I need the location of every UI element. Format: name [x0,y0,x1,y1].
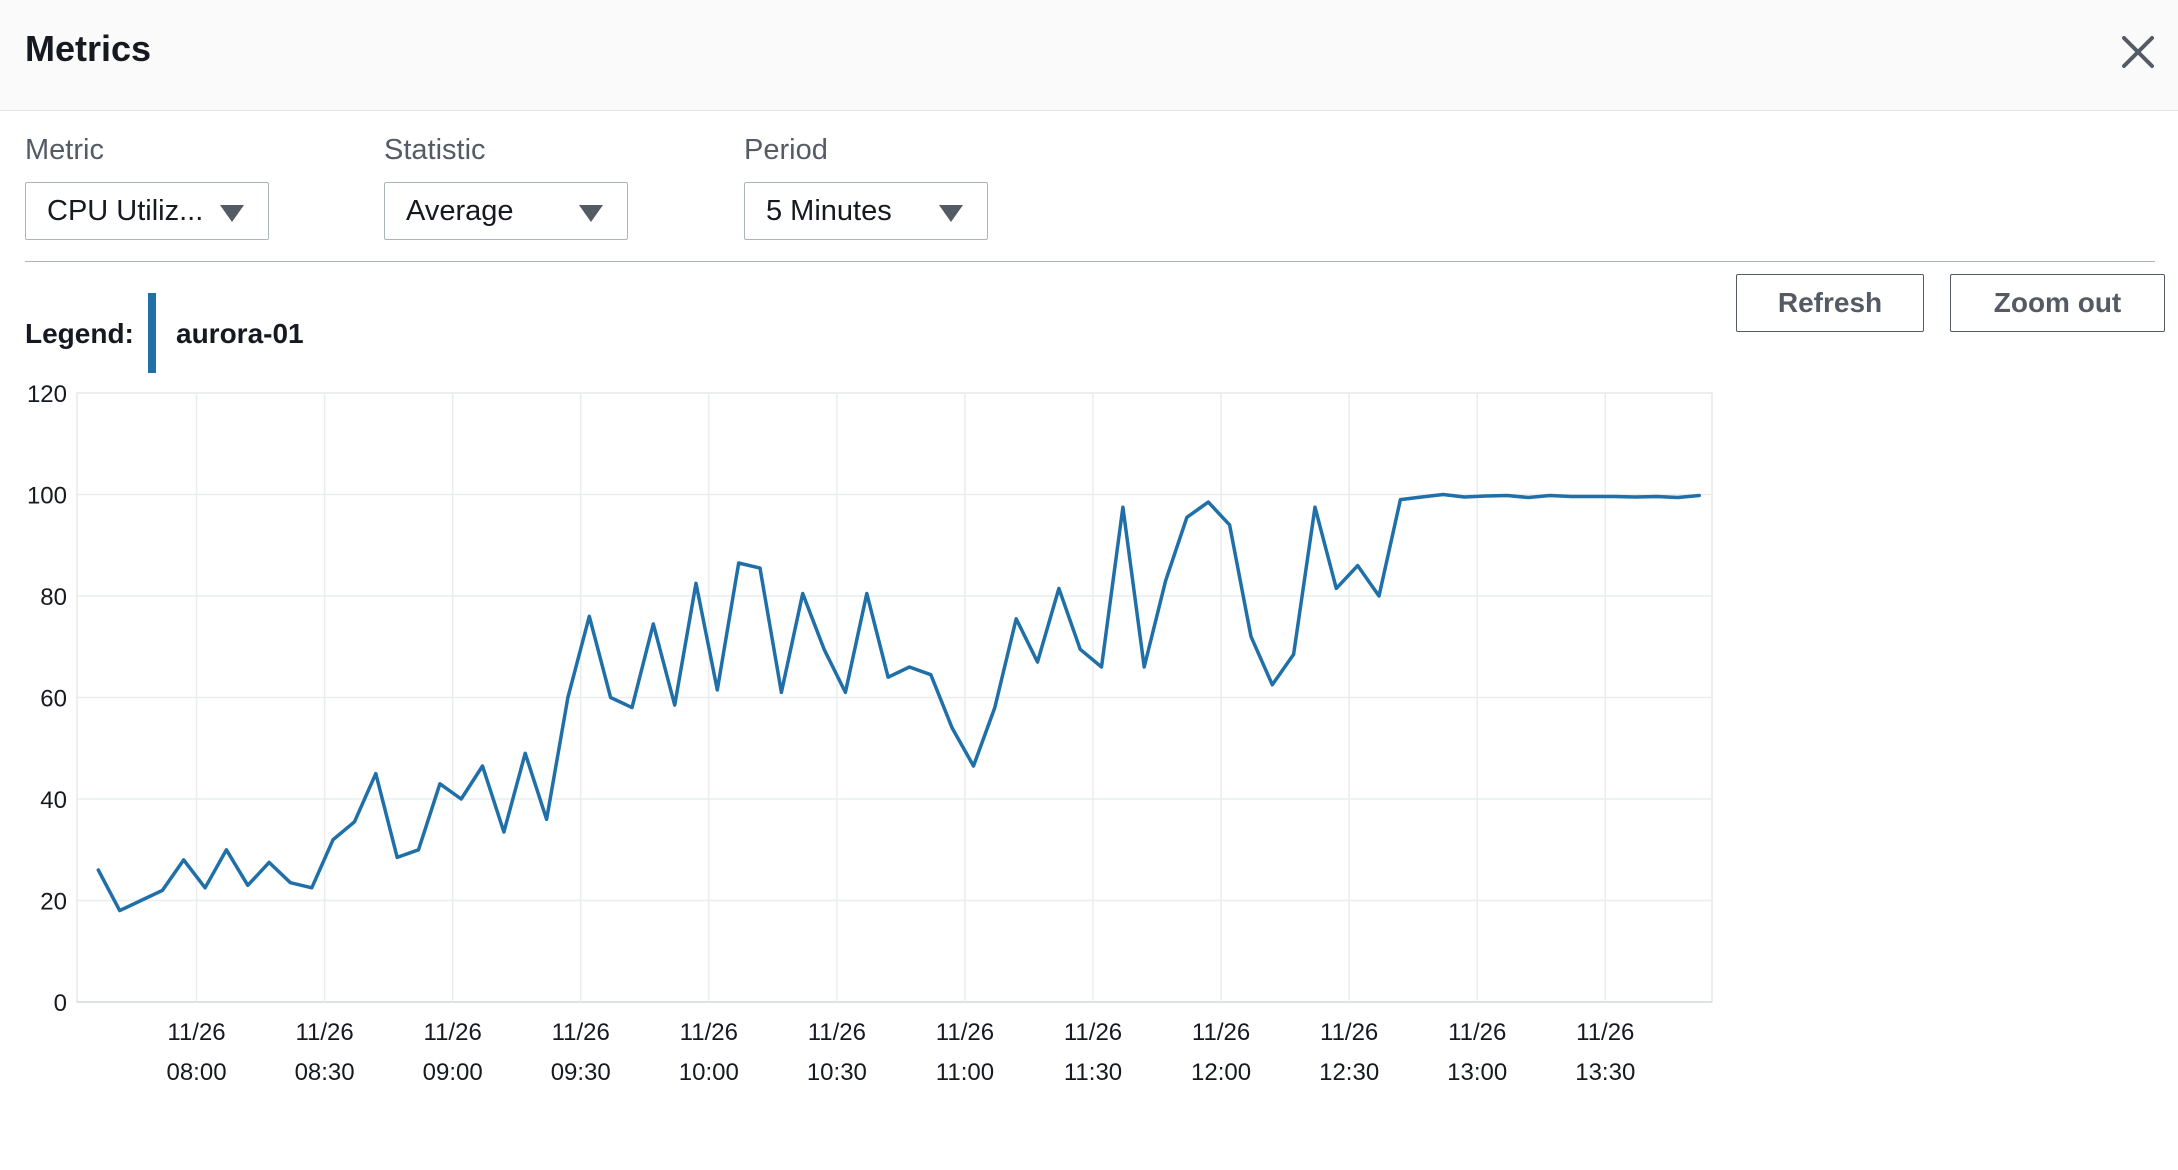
x-tick-label-date: 11/26 [1064,1019,1122,1046]
y-tick-label: 120 [27,381,67,408]
caret-down-icon [579,205,603,222]
legend-series-name: aurora-01 [176,318,304,349]
x-tick-label-date: 11/26 [295,1019,353,1046]
x-tick-label-time: 11:30 [1064,1059,1122,1086]
period-label: Period [744,134,828,166]
metric-label: Metric [25,134,104,166]
caret-down-icon [939,205,963,222]
cpu-line-chart[interactable]: 0 20 40 60 80 100 120 11/26 08:00 11/26 08:30 11/26… [0,370,1740,1100]
x-tick-label-time: 08:00 [166,1059,226,1086]
x-tick-label-time: 12:30 [1319,1059,1379,1086]
zoom-out-button[interactable]: Zoom out [1950,274,2165,332]
metric-select[interactable]: CPU Utiliz... [25,182,269,240]
y-tick-label: 0 [54,990,67,1017]
series-line-aurora-01 [96,492,1701,913]
statistic-select-value: Average [406,195,514,227]
close-icon[interactable] [2116,30,2160,74]
statistic-select[interactable]: Average [384,182,628,240]
x-tick-label-time: 11:00 [936,1059,994,1086]
modal-title: Metrics [25,28,152,69]
statistic-label: Statistic [384,134,486,166]
legend-label: Legend: [25,318,134,349]
x-tick-label-date: 11/26 [424,1019,482,1046]
x-tick-label-date: 11/26 [1448,1019,1506,1046]
x-tick-label-time: 10:30 [807,1059,867,1086]
modal-header: Metrics [0,0,2178,111]
x-tick-label-date: 11/26 [1192,1019,1250,1046]
controls-divider [25,261,2155,262]
y-tick-label: 80 [40,584,67,611]
x-tick-label-time: 12:00 [1191,1059,1251,1086]
x-tick-label-time: 09:30 [551,1059,611,1086]
x-tick-label-date: 11/26 [1320,1019,1378,1046]
y-tick-label: 60 [40,686,67,713]
x-tick-label-date: 11/26 [936,1019,994,1046]
x-tick-label-date: 11/26 [552,1019,610,1046]
y-tick-label: 40 [40,787,67,814]
period-select-value: 5 Minutes [766,195,892,227]
refresh-button[interactable]: Refresh [1736,274,1924,332]
x-tick-label-time: 13:30 [1575,1059,1635,1086]
period-select[interactable]: 5 Minutes [744,182,988,240]
x-tick-label-time: 08:30 [295,1059,355,1086]
caret-down-icon [220,205,244,222]
metric-select-value: CPU Utiliz... [47,195,204,227]
x-tick-label-time: 13:00 [1447,1059,1507,1086]
x-tick-label-date: 11/26 [808,1019,866,1046]
x-tick-label-date: 11/26 [680,1019,738,1046]
x-tick-label-time: 10:00 [679,1059,739,1086]
legend-swatch [148,293,156,373]
x-tick-label-date: 11/26 [167,1019,225,1046]
y-tick-label: 20 [40,889,67,916]
x-tick-label-time: 09:00 [423,1059,483,1086]
x-tick-label-date: 11/26 [1576,1019,1634,1046]
y-tick-label: 100 [27,483,67,510]
